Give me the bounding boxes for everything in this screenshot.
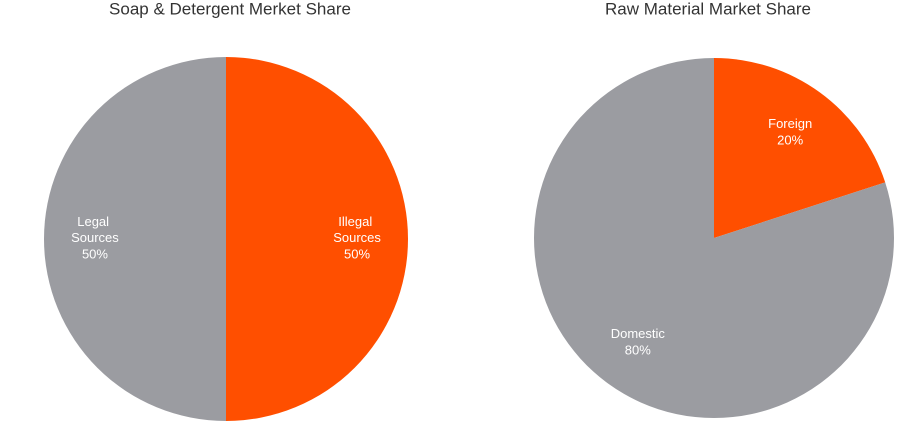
chart-title: Soap & Detergent Merket Share xyxy=(109,0,351,18)
slice-label-line: Sources xyxy=(71,230,119,245)
slice-label: Illegal Sources xyxy=(333,214,381,245)
slice-label-line: Foreign xyxy=(768,117,812,132)
slice-label-line: Illegal xyxy=(338,214,376,229)
slice-label: Legal Sources xyxy=(71,214,119,245)
pie-slice xyxy=(534,58,894,418)
chart-title: Raw Material Market Share xyxy=(605,0,811,18)
value-label: 20% xyxy=(777,133,803,148)
pie-slice xyxy=(714,58,886,238)
slice-label: Domestic xyxy=(611,326,666,341)
pie-slice xyxy=(44,57,226,421)
slice-label-line: Sources xyxy=(333,230,381,245)
value-label: 80% xyxy=(625,342,651,357)
slice-label-line: Legal xyxy=(77,214,112,229)
value-label: 50% xyxy=(344,246,370,261)
slice-label: Foreign xyxy=(768,117,812,132)
pie-slice xyxy=(226,57,408,421)
value-label: 50% xyxy=(82,246,108,261)
slice-label-line: Domestic xyxy=(611,326,666,341)
